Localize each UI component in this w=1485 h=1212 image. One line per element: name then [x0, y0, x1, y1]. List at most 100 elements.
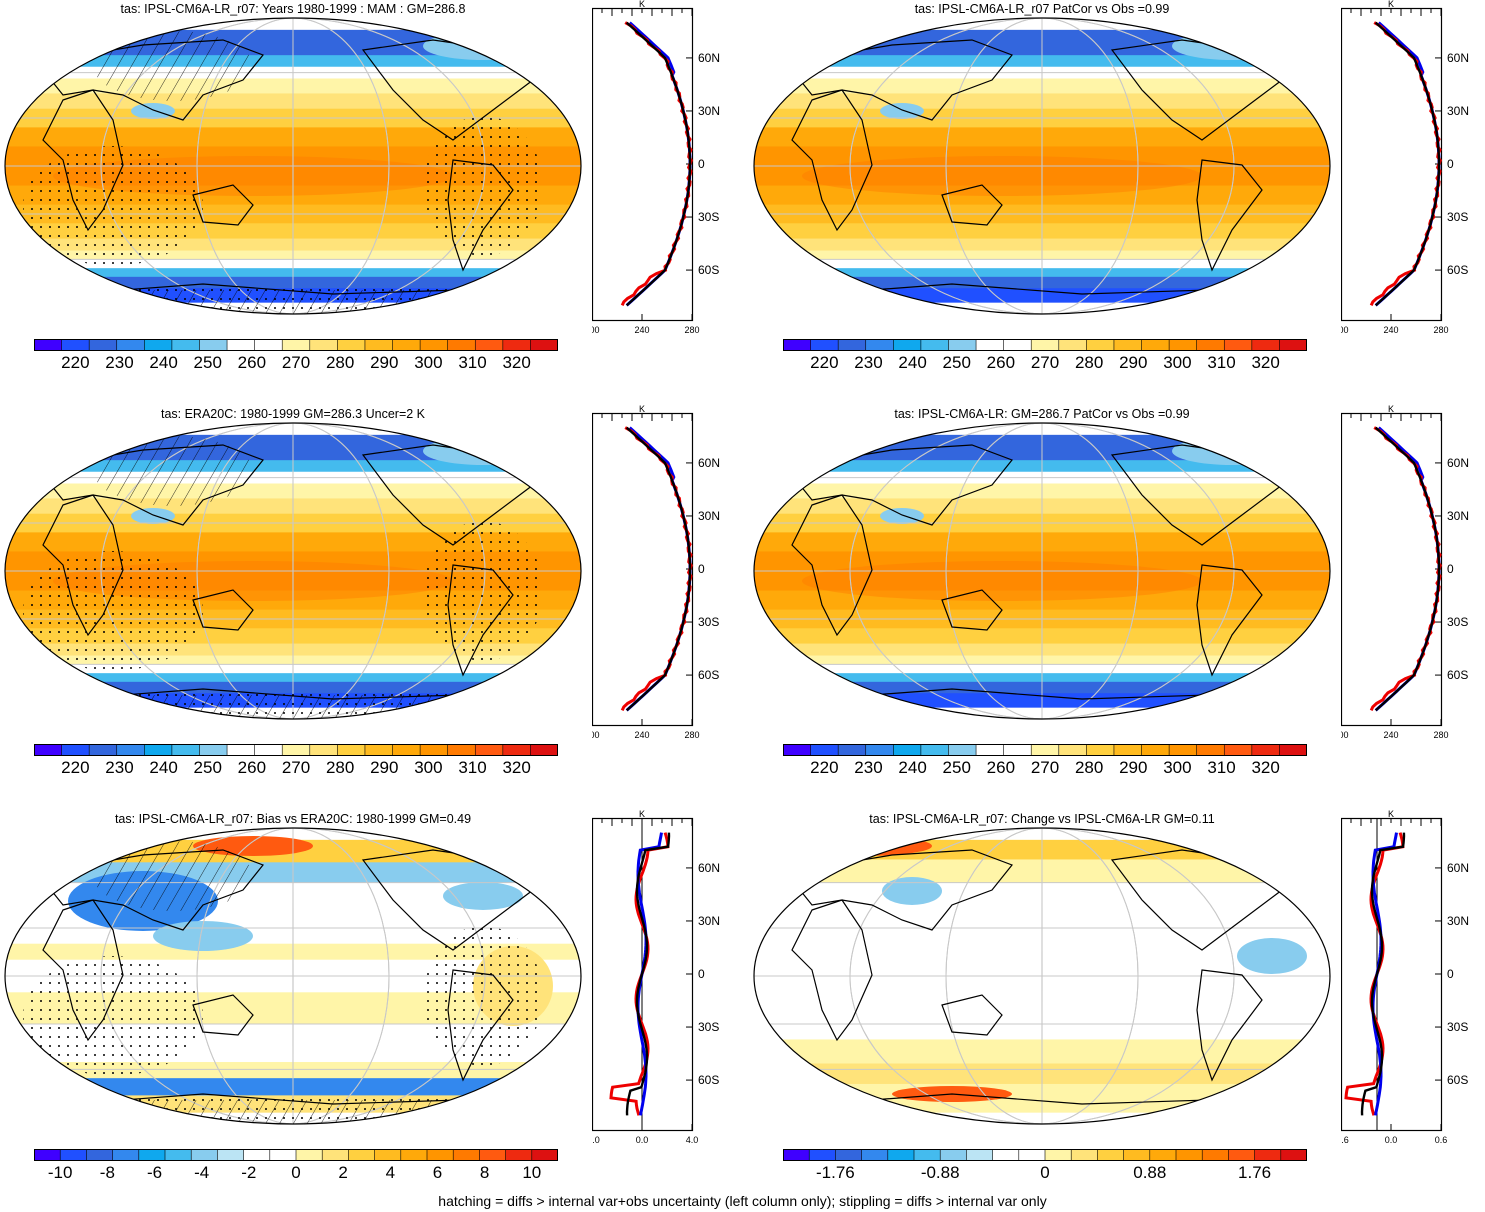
coastline [42, 39, 264, 121]
colorbar-swatch [475, 744, 504, 756]
profile-x-tick-label: 280 [1433, 730, 1448, 740]
profile-line [1369, 426, 1442, 712]
profile-x-tick-label: 240 [1383, 730, 1398, 740]
profile-line [1374, 21, 1441, 307]
colorbar-swatch [1176, 1149, 1203, 1161]
lat-tick-label: 30S [698, 615, 719, 629]
colorbar-swatch [199, 744, 228, 756]
lat-tick-label: 60S [698, 263, 719, 277]
colorbar-tick-label: 300 [414, 353, 443, 372]
colorbar-swatch [1086, 339, 1115, 351]
colorbar-swatch [1031, 744, 1060, 756]
colorbar-swatch [992, 1149, 1020, 1161]
colorbar-tick-label: -1.76 [816, 1163, 855, 1182]
colorbar-labels: -10 -8 -6 -4 -2 0 2 4 6 8 10 [34, 1163, 558, 1185]
colorbar-swatch [296, 1149, 323, 1161]
colorbar-swatch [171, 744, 200, 756]
colorbar-swatch [940, 1149, 967, 1161]
colorbar-labels: -1.76 -0.88 0 0.88 1.76 [783, 1163, 1307, 1185]
colorbar-swatch [227, 744, 255, 756]
colorbar-swatch [976, 339, 1004, 351]
colorbar-swatch [1031, 339, 1060, 351]
colorbar-swatch [227, 339, 255, 351]
colorbar-swatch [89, 339, 118, 351]
profile-x-tick-label: 200 [1341, 730, 1349, 740]
colorbar-tick-label: 8 [479, 1163, 490, 1182]
colorbar-tick-label: 320 [502, 353, 531, 372]
lat-tick-label: 30N [1447, 509, 1469, 523]
coastline [941, 184, 1003, 226]
colorbar-labels: 220 230 240 250 260 270 280 290 300 310 320 [34, 353, 558, 375]
colorbar-swatch [1228, 1149, 1255, 1161]
footer-note: hatching = diffs > internal var+obs unce… [438, 1193, 1047, 1209]
lat-tick-label: 30S [1447, 210, 1468, 224]
profile-line [625, 832, 671, 1116]
colorbar-labels: 220 230 240 250 260 270 280 290 300 310 320 [34, 758, 558, 780]
colorbar-swatch [322, 1149, 349, 1161]
colorbar-swatch [191, 1149, 218, 1161]
colorbar-swatch [893, 744, 922, 756]
profile-x-tick-label: 280 [684, 730, 699, 740]
colorbar-swatch [144, 339, 173, 351]
colorbar-tick-label: 240 [898, 353, 927, 372]
colorbar-tick-label: 220 [810, 353, 839, 372]
coastline [192, 994, 254, 1036]
colorbar-tick-label: 240 [149, 353, 178, 372]
colorbar-swatch [530, 339, 558, 351]
colorbar-swatch [1254, 1149, 1282, 1161]
colorbar-swatch [1169, 744, 1197, 756]
colorbar [34, 1149, 558, 1161]
panel-title: tas: IPSL-CM6A-LR_r07: Change vs IPSL-CM… [869, 812, 1215, 826]
profile-unit: K [1388, 810, 1394, 819]
colorbar-swatch [89, 744, 118, 756]
colorbar-swatch [1279, 744, 1307, 756]
profile-x-tick-label: 240 [634, 325, 649, 335]
lat-tick-label: 30S [698, 1020, 719, 1034]
colorbar-swatch [282, 744, 311, 756]
colorbar-tick-label: 320 [502, 758, 531, 777]
colorbar-swatch [809, 1149, 836, 1161]
coastline [1196, 969, 1263, 1082]
colorbar-labels: 220 230 240 250 260 270 280 290 300 310 320 [783, 758, 1307, 780]
zonal-mean-profile: K 60N 30N 0 30S 60S -4.0 0.0 4.0 [592, 810, 720, 1145]
lat-tick-label: 60N [1447, 456, 1469, 470]
colorbar-swatch [976, 744, 1004, 756]
colorbar-swatch [1224, 744, 1253, 756]
colorbar-swatch [1113, 744, 1142, 756]
colorbar [34, 339, 558, 351]
profile-line [625, 426, 692, 712]
colorbar-swatch [86, 1149, 113, 1161]
colorbar-swatch [1169, 339, 1197, 351]
colorbar-swatch [838, 744, 867, 756]
colorbar-swatch [61, 339, 90, 351]
colorbar-swatch [1003, 744, 1032, 756]
colorbar-swatch [254, 339, 283, 351]
colorbar-tick-label: 310 [1207, 353, 1236, 372]
coastline [1196, 564, 1263, 677]
colorbar-swatch [116, 744, 145, 756]
colorbar-tick-label: 250 [193, 758, 222, 777]
colorbar-swatch [1113, 339, 1142, 351]
coastline [791, 444, 1013, 526]
panel-title: tas: IPSL-CM6A-LR_r07 PatCor vs Obs =0.9… [914, 2, 1170, 16]
map-panel: tas: IPSL-CM6A-LR: GM=286.7 PatCor vs Ob… [0, 405, 1485, 800]
coastline [791, 899, 873, 1042]
colorbar-swatch [1141, 339, 1170, 351]
colorbar-swatch [427, 1149, 454, 1161]
zonal-mean-profile: K 60N 30N 0 30S 60S 200 240 280 [592, 0, 720, 335]
colorbar-tick-label: 250 [942, 353, 971, 372]
colorbar-tick-label: 290 [370, 353, 399, 372]
colorbar-tick-label: 4 [385, 1163, 396, 1182]
colorbar-tick-label: 2 [338, 1163, 348, 1182]
colorbar-swatch [34, 744, 62, 756]
map-panel: tas: IPSL-CM6A-LR_r07: Change vs IPSL-CM… [0, 810, 1485, 1205]
colorbar-swatch [337, 339, 366, 351]
colorbar-swatch [420, 744, 448, 756]
coastline [192, 589, 254, 631]
world-map [753, 827, 1331, 1125]
colorbar-swatch [1202, 1149, 1229, 1161]
profile-line [1374, 426, 1441, 712]
colorbar-swatch [966, 1149, 993, 1161]
map-panel: tas: ERA20C: 1980-1999 GM=286.3 Uncer=2 … [0, 405, 1485, 800]
coastline [941, 589, 1003, 631]
